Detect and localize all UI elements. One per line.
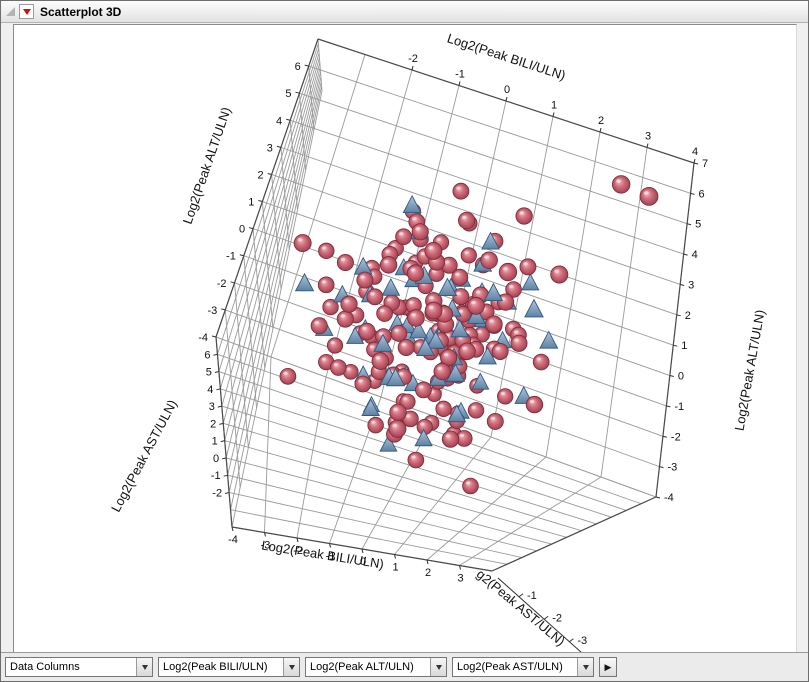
svg-text:-4: -4 (664, 492, 674, 504)
svg-text:-2: -2 (293, 545, 303, 557)
outline-title-bar: Scatterplot 3D (1, 1, 808, 23)
svg-text:-1: -1 (211, 470, 221, 482)
data-columns-dropdown[interactable]: Data Columns (5, 657, 153, 677)
svg-text:-2: -2 (212, 487, 222, 499)
chevron-down-icon[interactable] (430, 658, 446, 676)
svg-text:3: 3 (457, 573, 463, 585)
right-arrow-icon: ▶ (604, 661, 612, 672)
svg-text:-3: -3 (261, 540, 271, 552)
control-bar: Data Columns Log2(Peak BILI/ULN) Log2(Pe… (1, 652, 808, 681)
svg-text:-4: -4 (228, 534, 238, 546)
plot-panel: -2 -1 0 1 2 3 4 -4 -3 -2 -1 0 1 2 3 6 5 4 3 2 1 0 -1 -2 -3 -4 7 6 5 4… (13, 24, 797, 653)
svg-text:-2: -2 (671, 431, 681, 443)
svg-text:4: 4 (276, 115, 282, 127)
svg-text:-2: -2 (552, 612, 562, 624)
svg-text:2: 2 (598, 115, 604, 127)
z-axis-column-dropdown[interactable]: Log2(Peak AST/ULN) (452, 657, 594, 677)
chevron-down-icon[interactable] (283, 658, 299, 676)
disclosure-triangle-icon[interactable] (6, 7, 15, 16)
svg-text:5: 5 (206, 367, 212, 379)
svg-text:1: 1 (212, 436, 218, 448)
x-axis-column-label: Log2(Peak BILI/ULN) (163, 661, 268, 673)
x-axis-column-dropdown[interactable]: Log2(Peak BILI/ULN) (158, 657, 300, 677)
svg-text:6: 6 (295, 61, 301, 73)
svg-text:6: 6 (204, 349, 210, 361)
y-axis-column-label: Log2(Peak ALT/ULN) (310, 661, 414, 673)
red-triangle-icon (22, 8, 31, 15)
y-axis-column-dropdown[interactable]: Log2(Peak ALT/ULN) (305, 657, 447, 677)
svg-text:4: 4 (692, 249, 698, 261)
svg-text:-2: -2 (408, 53, 418, 65)
svg-text:3: 3 (209, 401, 215, 413)
svg-text:-2: -2 (217, 278, 227, 290)
svg-text:-4: -4 (198, 332, 208, 344)
svg-text:6: 6 (699, 188, 705, 200)
svg-text:-1: -1 (674, 401, 684, 413)
points-layer (279, 175, 659, 495)
svg-text:-1: -1 (455, 69, 465, 81)
svg-text:Log2(Peak ALT/ULN): Log2(Peak ALT/ULN) (732, 309, 768, 432)
svg-text:5: 5 (285, 88, 291, 100)
svg-text:-3: -3 (667, 462, 677, 474)
svg-text:-3: -3 (577, 635, 587, 647)
svg-text:3: 3 (688, 279, 694, 291)
svg-text:-1: -1 (326, 551, 336, 563)
svg-text:3: 3 (267, 142, 273, 154)
svg-text:0: 0 (213, 453, 219, 465)
scatterplot-3d-canvas[interactable]: -2 -1 0 1 2 3 4 -4 -3 -2 -1 0 1 2 3 6 5 4 3 2 1 0 -1 -2 -3 -4 7 6 5 4… (14, 25, 796, 652)
svg-text:0: 0 (239, 224, 245, 236)
chevron-down-icon[interactable] (577, 658, 593, 676)
svg-text:1: 1 (392, 562, 398, 574)
page-title: Scatterplot 3D (40, 4, 122, 19)
svg-text:Log2(Peak AST/ULN): Log2(Peak AST/ULN) (108, 397, 180, 514)
red-triangle-menu-button[interactable] (19, 4, 34, 19)
chevron-down-icon[interactable] (136, 658, 152, 676)
svg-text:2: 2 (210, 418, 216, 430)
svg-text:-1: -1 (226, 251, 236, 263)
svg-text:Log2(Peak ALT/ULN): Log2(Peak ALT/ULN) (180, 105, 234, 226)
z-axis-column-label: Log2(Peak AST/ULN) (457, 661, 563, 673)
svg-text:g2(Peak AST/ULN): g2(Peak AST/ULN) (474, 566, 568, 649)
svg-text:1: 1 (551, 100, 557, 112)
axis-ticks: -2 -1 0 1 2 3 4 -4 -3 -2 -1 0 1 2 3 6 5 4 3 2 1 0 -1 -2 -3 -4 7 6 5 4… (198, 53, 708, 652)
svg-text:0: 0 (360, 556, 366, 568)
next-axis-set-button[interactable]: ▶ (599, 657, 617, 677)
svg-text:1: 1 (681, 340, 687, 352)
svg-text:0: 0 (504, 84, 510, 96)
svg-text:2: 2 (685, 310, 691, 322)
data-columns-label: Data Columns (10, 661, 80, 673)
svg-text:4: 4 (692, 146, 698, 158)
svg-text:5: 5 (695, 219, 701, 231)
svg-text:0: 0 (678, 371, 684, 383)
svg-text:3: 3 (645, 131, 651, 143)
svg-text:4: 4 (207, 384, 213, 396)
svg-text:-3: -3 (207, 305, 217, 317)
svg-text:7: 7 (702, 158, 708, 170)
svg-text:1: 1 (248, 197, 254, 209)
svg-text:2: 2 (258, 169, 264, 181)
svg-text:-1: -1 (527, 590, 537, 602)
svg-text:2: 2 (425, 567, 431, 579)
